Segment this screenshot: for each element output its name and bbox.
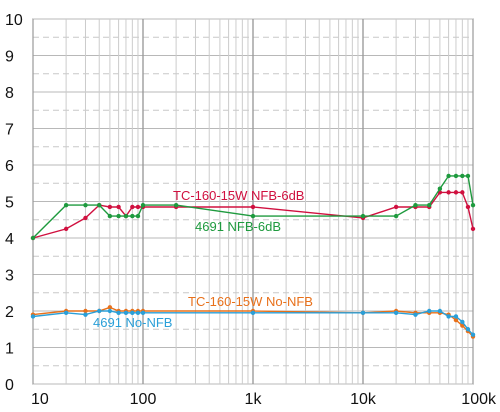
data-point	[107, 308, 113, 314]
data-point	[123, 310, 129, 316]
series-labels: TC-160-15W NFB-6dB 4691 NFB-6dB TC-160-15W…	[93, 188, 313, 330]
y-tick-label: 4	[5, 231, 14, 248]
y-tick-label: 7	[5, 122, 14, 139]
data-point	[130, 310, 135, 316]
data-point	[465, 327, 471, 332]
data-point	[135, 213, 141, 219]
data-point	[116, 213, 121, 219]
data-point	[393, 204, 399, 210]
data-point	[135, 310, 141, 316]
data-point	[130, 204, 135, 210]
tick-labels: 0 1 2 3 4 5 6 7 8 9 10 10 100 1k 10k 100k	[5, 12, 497, 408]
data-point	[446, 314, 451, 319]
data-point	[460, 190, 465, 195]
data-point	[107, 305, 113, 310]
data-point	[453, 314, 459, 319]
data-point	[393, 213, 399, 219]
y-tick-label: 3	[5, 268, 14, 285]
data-point	[63, 202, 69, 208]
data-point	[413, 202, 418, 208]
y-tick-label: 6	[5, 158, 14, 175]
data-point	[140, 310, 146, 316]
x-tick-label: 1k	[245, 391, 263, 408]
data-point	[465, 204, 471, 210]
data-point	[427, 308, 432, 314]
data-point	[427, 202, 432, 208]
data-point	[63, 226, 69, 232]
data-point	[107, 204, 113, 210]
data-point	[393, 310, 399, 316]
data-point	[453, 317, 459, 323]
data-point	[453, 173, 459, 179]
data-point	[97, 202, 102, 208]
x-tick-label: 100k	[461, 391, 497, 408]
x-tick-label: 100	[130, 391, 157, 408]
data-point	[250, 213, 256, 219]
data-point	[83, 312, 88, 317]
y-tick-label: 0	[5, 377, 14, 394]
data-point	[360, 213, 366, 219]
data-point	[123, 213, 129, 219]
x-tick-label: 10k	[350, 391, 377, 408]
y-tick-label: 9	[5, 49, 14, 66]
data-point	[453, 190, 459, 195]
data-point	[97, 308, 102, 314]
x-tick-label: 10	[31, 391, 49, 408]
y-tick-label: 2	[5, 304, 14, 321]
data-point	[83, 215, 88, 221]
data-point	[130, 213, 135, 219]
data-point	[63, 310, 69, 316]
data-point	[30, 235, 36, 241]
data-point	[107, 213, 113, 219]
y-tick-label: 1	[5, 341, 14, 358]
data-point	[446, 190, 451, 195]
y-tick-label: 8	[5, 85, 14, 102]
series-label: TC-160-15W No-NFB	[188, 294, 313, 309]
data-point	[116, 310, 121, 316]
data-point	[83, 202, 88, 208]
data-point	[437, 308, 443, 314]
y-tick-label: 5	[5, 195, 14, 212]
series-layer	[30, 173, 476, 339]
data-point	[460, 173, 465, 179]
data-point	[173, 202, 179, 208]
series-label: TC-160-15W NFB-6dB	[173, 188, 304, 203]
data-point	[465, 173, 471, 179]
data-point	[250, 310, 256, 316]
series-label: 4691 NFB-6dB	[195, 219, 281, 234]
data-point	[140, 202, 146, 208]
data-point	[470, 332, 476, 337]
y-tick-label: 10	[5, 12, 23, 29]
data-point	[460, 319, 465, 325]
data-point	[116, 204, 121, 210]
data-point	[446, 173, 451, 179]
data-point	[30, 314, 36, 319]
series-line	[32, 191, 474, 239]
series-line	[32, 175, 474, 239]
series-label: 4691 No-NFB	[93, 315, 172, 330]
data-point	[360, 310, 366, 316]
data-point	[470, 202, 476, 208]
data-point	[83, 308, 88, 314]
data-point	[437, 186, 443, 191]
data-point	[470, 226, 476, 232]
data-point	[413, 312, 418, 317]
data-point	[250, 204, 256, 210]
data-point	[135, 204, 141, 210]
